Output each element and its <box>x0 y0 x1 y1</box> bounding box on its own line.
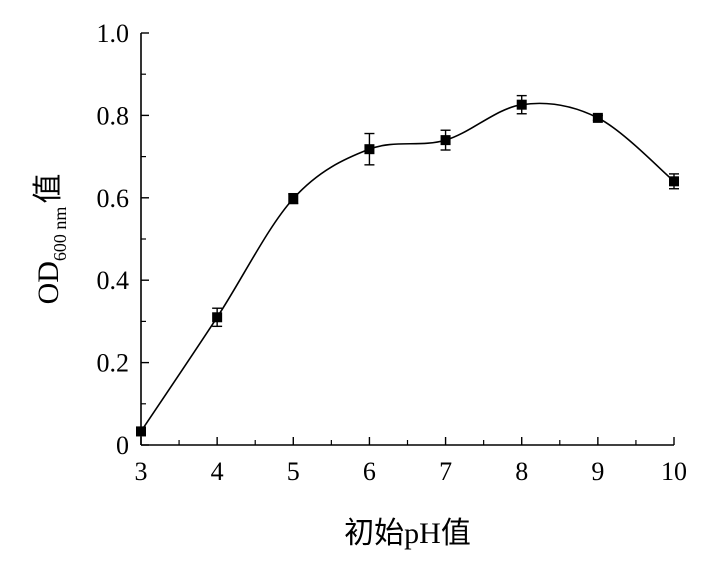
y-tick-label: 0.6 <box>97 184 130 213</box>
y-axis-title-suffix: 值 <box>32 174 65 204</box>
x-tick-label: 9 <box>591 457 604 486</box>
data-point <box>516 99 527 110</box>
data-points <box>136 99 679 437</box>
x-tick-label: 10 <box>661 457 687 486</box>
y-axis-title-text: OD600 nm 值 <box>32 174 70 305</box>
x-tick-label: 8 <box>515 457 528 486</box>
data-point <box>288 193 299 204</box>
data-point <box>136 426 146 437</box>
x-tick-label: 4 <box>211 457 224 486</box>
x-axis-title: 初始pH值 <box>344 517 471 550</box>
y-axis-title: OD600 nm 值 <box>32 174 70 305</box>
x-tick-label: 3 <box>135 457 148 486</box>
data-point <box>212 312 223 323</box>
x-tick-label: 5 <box>287 457 300 486</box>
x-tick-label: 7 <box>439 457 452 486</box>
y-tick-label: 0 <box>116 431 129 460</box>
x-tick-label: 6 <box>363 457 376 486</box>
x-axis-ticks: 3 4 5 6 7 8 9 10 <box>135 437 687 486</box>
y-tick-label: 0.4 <box>97 266 130 295</box>
data-point <box>592 112 603 123</box>
y-axis-title-main: OD <box>32 261 65 304</box>
y-tick-label: 1.0 <box>97 19 130 48</box>
y-axis-title-subscript: 600 nm <box>50 207 70 262</box>
data-point <box>440 135 451 146</box>
error-bars <box>136 94 679 437</box>
y-tick-label: 0.8 <box>97 101 130 130</box>
axes <box>140 33 674 446</box>
data-point <box>364 144 375 155</box>
y-axis-ticks: 0 0.2 0.4 0.6 0.8 1.0 <box>97 19 149 460</box>
series-curve <box>140 102 675 432</box>
data-point <box>669 176 679 187</box>
y-tick-label: 0.2 <box>97 349 130 378</box>
